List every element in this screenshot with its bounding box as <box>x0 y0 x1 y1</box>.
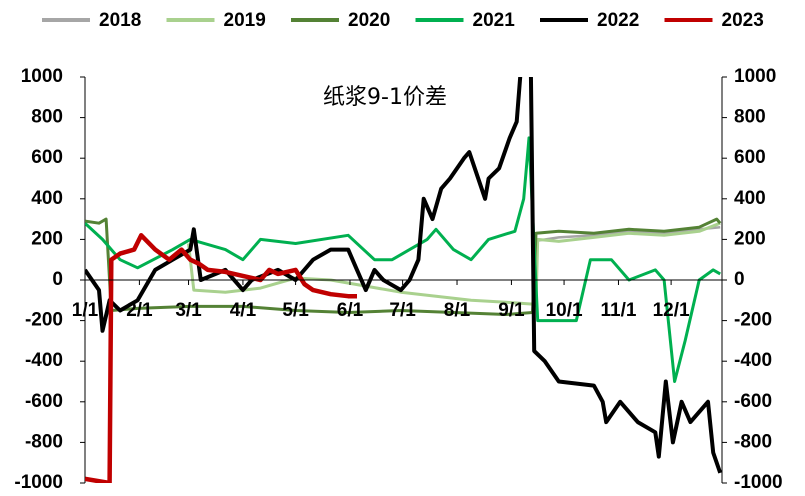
y-tick-label: -1000 <box>14 472 63 491</box>
y-tick-label: 600 <box>31 147 63 168</box>
y-tick-label: -600 <box>25 391 63 412</box>
legend-label: 2021 <box>473 10 516 31</box>
x-tick-label: 5/1 <box>282 300 309 321</box>
y-tick-label: -400 <box>25 350 63 371</box>
y2-tick-label: 400 <box>734 188 766 209</box>
legend-label: 2023 <box>722 10 764 31</box>
y2-tick-label: -200 <box>734 310 772 331</box>
y2-tick-label: -400 <box>734 350 772 371</box>
y-tick-label: 200 <box>31 228 63 249</box>
series-line <box>85 233 357 483</box>
y-tick-label: 800 <box>31 107 63 128</box>
legend-label: 2020 <box>348 10 390 31</box>
y2-tick-label: -1000 <box>734 472 783 491</box>
x-tick-label: 8/1 <box>444 300 471 321</box>
x-tick-label: 11/1 <box>600 300 636 321</box>
x-tick-label: 12/1 <box>653 300 690 321</box>
y2-tick-label: 1000 <box>734 66 776 87</box>
x-tick-label: 1/1 <box>72 300 99 321</box>
y2-tick-label: 0 <box>734 269 745 290</box>
y2-tick-label: -800 <box>734 431 772 452</box>
y-tick-label: -800 <box>25 431 63 452</box>
x-tick-label: 4/1 <box>230 300 257 321</box>
series-line <box>85 136 721 383</box>
y-tick-label: 0 <box>52 269 63 290</box>
y-tick-label: 1000 <box>21 66 63 87</box>
x-tick-label: 7/1 <box>389 300 416 321</box>
x-tick-label: 2/1 <box>126 300 153 321</box>
y2-tick-label: -600 <box>734 391 772 412</box>
x-tick-label: 3/1 <box>175 300 202 321</box>
plot-area <box>85 77 722 483</box>
series-line <box>85 77 722 474</box>
y-tick-label: -200 <box>25 310 63 331</box>
legend-label: 2019 <box>224 10 266 31</box>
y-tick-label: 400 <box>31 188 63 209</box>
y2-tick-label: 800 <box>734 107 766 128</box>
chart-title: 纸浆9-1价差 <box>323 85 447 110</box>
legend-label: 2022 <box>597 10 639 31</box>
legend-label: 2018 <box>99 10 141 31</box>
x-tick-label: 9/1 <box>498 300 525 321</box>
x-tick-label: 10/1 <box>546 300 583 321</box>
series-line <box>187 221 721 306</box>
y2-tick-label: 600 <box>734 147 766 168</box>
series-line <box>532 225 721 243</box>
x-tick-label: 6/1 <box>337 300 364 321</box>
y2-tick-label: 200 <box>734 228 766 249</box>
